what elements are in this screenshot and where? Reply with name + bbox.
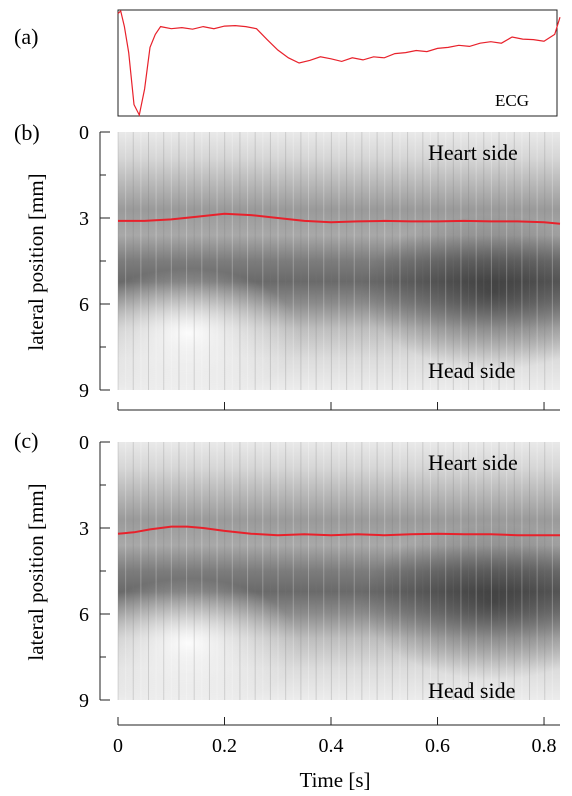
heart-side-label-c: Heart side: [428, 450, 518, 475]
heatmap-b: [117, 132, 560, 390]
x-tick-label-c: 0.6: [425, 735, 450, 757]
y-tick-label-c: 9: [79, 690, 89, 712]
tracking-line-b: [118, 212, 561, 225]
ylabel-b: lateral position [mm]: [24, 173, 48, 350]
ylabel-c: lateral position [mm]: [24, 483, 48, 660]
ecg-label: ECG: [495, 91, 529, 110]
panel-c: (c) 0 3 6 9 0 0.2 0.4 0.6 0.8 Heart side Head s…: [14, 428, 560, 792]
x-axis-c: 0 0.2 0.4 0.6 0.8: [113, 717, 560, 757]
head-side-label-b: Head side: [428, 358, 515, 383]
tracking-line-c: [117, 525, 560, 537]
heatmap-c: [117, 442, 560, 700]
x-tick-label-c: 0.2: [212, 735, 237, 757]
panel-a: (a) ECG: [14, 9, 561, 117]
y-tick-label-c: 3: [79, 518, 89, 540]
x-tick-label-c: 0.8: [532, 735, 557, 757]
heart-side-label-b: Heart side: [428, 140, 518, 165]
ecg-frame: [117, 9, 558, 117]
panel-c-label: (c): [14, 428, 38, 453]
y-tick-label-c: 6: [79, 604, 89, 626]
xlabel: Time [s]: [300, 768, 371, 792]
y-tick-label-b: 0: [79, 122, 89, 144]
y-tick-label-b: 6: [79, 294, 89, 316]
panel-b: (b) 0 3 6 9 Heart side Head side lateral po…: [14, 120, 561, 411]
panel-a-label: (a): [14, 24, 38, 49]
head-side-label-c: Head side: [428, 678, 515, 703]
ecg-trace: [117, 9, 561, 117]
panel-b-label: (b): [14, 120, 40, 145]
y-tick-label-c: 0: [79, 432, 89, 454]
x-tick-label-c: 0: [113, 735, 123, 757]
x-tick-label-c: 0.4: [319, 735, 344, 757]
y-axis-b: 0 3 6 9: [79, 122, 110, 402]
x-axis-b: [117, 402, 560, 411]
y-axis-c: 0 3 6 9: [79, 432, 110, 712]
y-tick-label-b: 9: [79, 380, 89, 402]
y-tick-label-b: 3: [79, 208, 89, 230]
